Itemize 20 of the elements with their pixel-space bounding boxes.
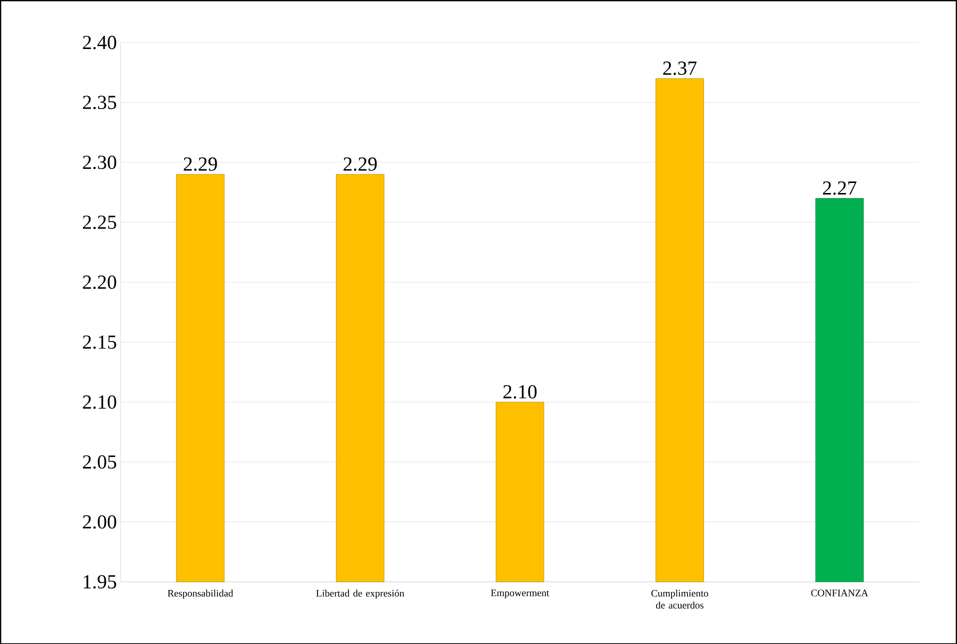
data-label: 2.37 xyxy=(663,61,697,75)
y-tick-label: 2.15 xyxy=(82,335,116,349)
y-tick-label: 2.25 xyxy=(82,215,116,229)
y-tick-label: 2.05 xyxy=(82,455,116,469)
y-tick-label: 1.95 xyxy=(84,574,116,588)
data-label: 2.10 xyxy=(503,384,537,398)
y-tick-label: 2.40 xyxy=(82,36,116,50)
x-tick-label: CONFIANZA xyxy=(811,589,868,596)
x-tick-label: Empowerment xyxy=(490,589,550,598)
x-tick-label: Cumplimiento de acuerdos xyxy=(651,589,708,608)
data-label: 2.29 xyxy=(184,157,217,171)
y-tick-label: 2.20 xyxy=(82,275,116,289)
y-tick-label: 2.35 xyxy=(82,96,116,110)
data-label: 2.27 xyxy=(823,181,856,195)
data-label: 2.29 xyxy=(344,157,377,171)
y-tick-label: 2.10 xyxy=(82,395,116,409)
y-tick-label: 2.30 xyxy=(82,155,116,169)
y-tick-label: 2.00 xyxy=(82,515,116,529)
x-tick-label: Responsabilidad xyxy=(168,589,234,598)
x-tick-label: Libertad de expresión xyxy=(316,589,404,598)
